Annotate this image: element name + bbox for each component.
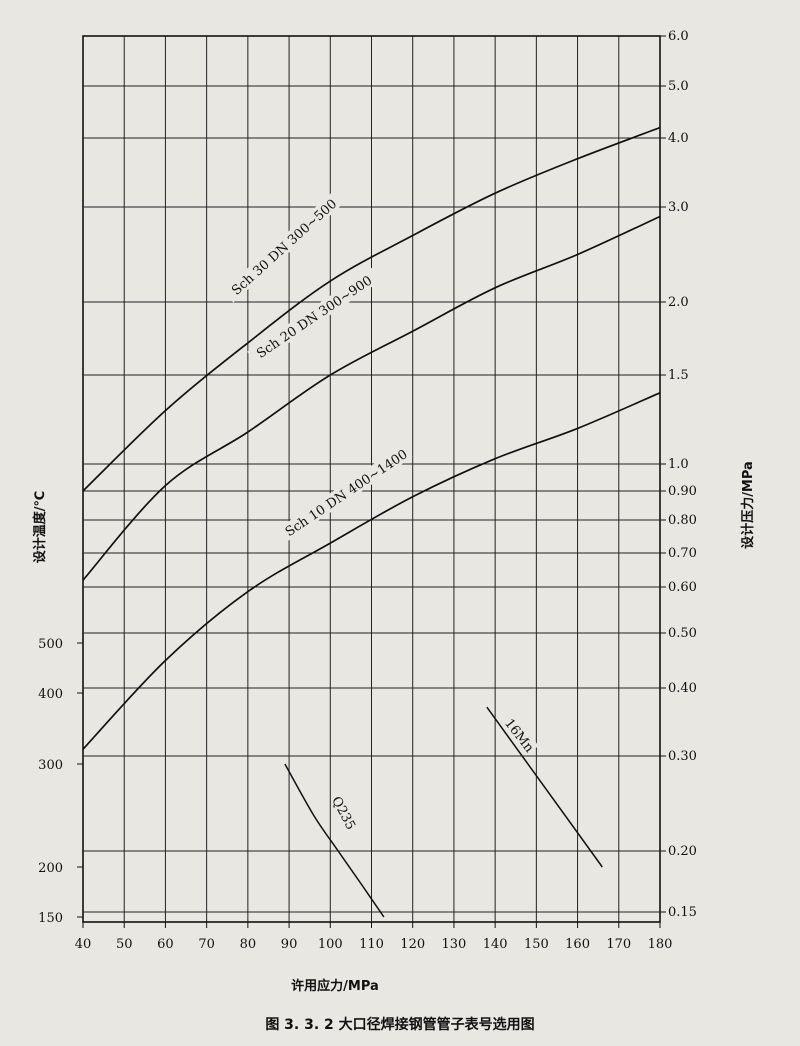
right-tick-label: 0.60 xyxy=(668,580,697,595)
x-tick-label: 110 xyxy=(359,937,384,952)
x-tick-label: 180 xyxy=(648,937,673,952)
right-tick-label: 0.80 xyxy=(668,513,697,528)
right-tick-label: 1.5 xyxy=(668,368,689,383)
right-tick-label: 0.30 xyxy=(668,749,697,764)
right-tick-label: 2.0 xyxy=(668,295,689,310)
right-tick-label: 5.0 xyxy=(668,79,689,94)
right-tick-label: 4.0 xyxy=(668,131,689,146)
right-tick-label: 6.0 xyxy=(668,29,689,44)
x-tick-labels: 40 50 60 70 80 90 100 110 120 130 140 150 160 170 180 xyxy=(75,937,673,952)
left-tick-label: 500 xyxy=(38,637,63,652)
right-tick-label: 3.0 xyxy=(668,200,689,215)
selection-chart: 40 50 60 70 80 90 100 110 120 130 140 150 160 170 180 … xyxy=(32,29,756,994)
x-tick-label: 170 xyxy=(606,937,631,952)
x-axis-title: 许用应力/MPa xyxy=(291,978,379,994)
left-axis-title: 设计温度/℃ xyxy=(32,491,48,564)
series-curve xyxy=(82,215,661,581)
left-tick-label: 150 xyxy=(38,911,63,926)
curve-label: Sch 30 DN 300~500 xyxy=(229,197,340,299)
right-tick-labels: 6.0 5.0 4.0 3.0 2.0 1.5 1.0 0.90 0.80 0.70 0.60 0.5… xyxy=(668,29,697,920)
curve-label: Sch 20 DN 300~900 xyxy=(254,273,375,361)
series-curve xyxy=(82,126,661,492)
figure-caption: 图 3. 3. 2 大口径焊接钢管管子表号选用图 xyxy=(265,1017,535,1033)
x-tick-label: 100 xyxy=(318,937,343,952)
x-tick-label: 130 xyxy=(442,937,467,952)
right-tick-label: 0.40 xyxy=(668,681,697,696)
material-label: Q235 xyxy=(328,794,358,832)
x-tick-label: 150 xyxy=(524,937,549,952)
x-tick-label: 60 xyxy=(157,937,174,952)
x-tick-label: 70 xyxy=(198,937,215,952)
curve-label-bg xyxy=(247,267,381,365)
series-curve xyxy=(82,392,661,750)
left-tick-label: 200 xyxy=(38,861,63,876)
right-tick-label: 0.20 xyxy=(668,844,697,859)
right-tick-label: 0.15 xyxy=(668,905,697,920)
left-tick-label: 400 xyxy=(38,687,63,702)
curve-label-bg xyxy=(279,443,413,541)
right-tick-label: 0.70 xyxy=(668,546,697,561)
material-curves xyxy=(284,706,603,918)
material-curve xyxy=(284,763,385,918)
curve-label-bg xyxy=(222,190,345,303)
vertical-gridlines xyxy=(82,36,661,928)
x-tick-label: 40 xyxy=(75,937,92,952)
x-tick-label: 90 xyxy=(281,937,298,952)
left-tick-labels: 150 200 300 400 500 xyxy=(38,637,63,926)
curve-label: Sch 10 DN 400~1400 xyxy=(283,447,411,540)
x-tick-label: 160 xyxy=(565,937,590,952)
x-tick-label: 120 xyxy=(400,937,425,952)
left-tick-label: 300 xyxy=(38,758,63,773)
x-tick-label: 140 xyxy=(483,937,508,952)
right-axis-title: 设计压力/MPa xyxy=(740,461,756,549)
material-label-bg xyxy=(501,714,539,756)
x-tick-label: 50 xyxy=(116,937,133,952)
series-curves xyxy=(82,126,661,750)
material-curve xyxy=(486,706,603,868)
right-tick-label: 0.90 xyxy=(668,484,697,499)
x-tick-label: 80 xyxy=(240,937,257,952)
right-tick-label: 0.50 xyxy=(668,626,697,641)
right-tick-label: 1.0 xyxy=(668,457,689,472)
